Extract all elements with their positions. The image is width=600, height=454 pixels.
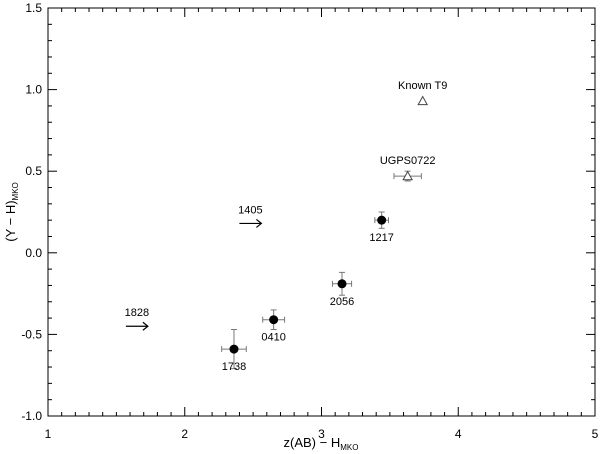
- limit-label: 1405: [238, 204, 262, 216]
- point-label: 2056: [330, 296, 354, 308]
- data-point: [417, 95, 429, 106]
- data-point: [374, 211, 390, 229]
- x-tick-label: 2: [181, 427, 188, 441]
- y-tick-label: 0.5: [25, 164, 42, 178]
- y-tick-label: 0.0: [25, 246, 42, 260]
- y-axis-title-sub: MKO: [11, 182, 20, 200]
- x-tick-label: 4: [455, 427, 462, 441]
- y-tick-label: 1.0: [25, 83, 42, 97]
- tick-marks: [47, 7, 596, 417]
- arrow-head: [256, 218, 263, 228]
- x-tick-label: 5: [592, 427, 599, 441]
- y-axis-title-main: (Y − H): [3, 200, 18, 241]
- data-marks: [125, 95, 429, 370]
- point-label: 1738: [222, 361, 246, 373]
- filled-circle-marker: [229, 344, 239, 354]
- point-label: 1217: [369, 232, 393, 244]
- lower-limit: [125, 321, 149, 331]
- filled-circle-marker: [377, 215, 387, 225]
- point-label: Known T9: [398, 80, 447, 92]
- x-axis-title: z(AB) − HMKO: [284, 435, 359, 452]
- data-point: [221, 329, 247, 370]
- x-axis-title-sub: MKO: [340, 443, 358, 452]
- y-tick-label: -1.0: [21, 409, 42, 423]
- open-triangle-marker: [402, 170, 414, 181]
- filled-circle-marker: [337, 279, 347, 289]
- y-axis-title: (Y − H)MKO: [3, 182, 20, 242]
- filled-circle-marker: [269, 315, 279, 325]
- tick-labels: 1 2 3 4 5 -1.0 -0.5 0.0 0.5 1.0 1.5: [21, 1, 598, 441]
- x-tick-label: 3: [318, 427, 325, 441]
- y-tick-label: 1.5: [25, 1, 42, 15]
- limit-label: 1828: [125, 307, 149, 319]
- y-tick-label: -0.5: [21, 327, 42, 341]
- point-labels: 1738 0410 2056 1217 UGPS0722 Known T9 1828 1405: [125, 80, 448, 373]
- point-label: 0410: [261, 332, 285, 344]
- data-point: [393, 170, 422, 182]
- data-point: [331, 271, 353, 296]
- lower-limit: [239, 218, 263, 228]
- plot-frame: [47, 7, 596, 417]
- open-triangle-marker: [417, 95, 429, 106]
- arrow-head: [142, 321, 149, 331]
- data-point: [262, 309, 286, 331]
- x-tick-label: 1: [45, 427, 52, 441]
- x-axis-title-main: z(AB) − H: [284, 435, 341, 450]
- point-label: UGPS0722: [380, 155, 436, 167]
